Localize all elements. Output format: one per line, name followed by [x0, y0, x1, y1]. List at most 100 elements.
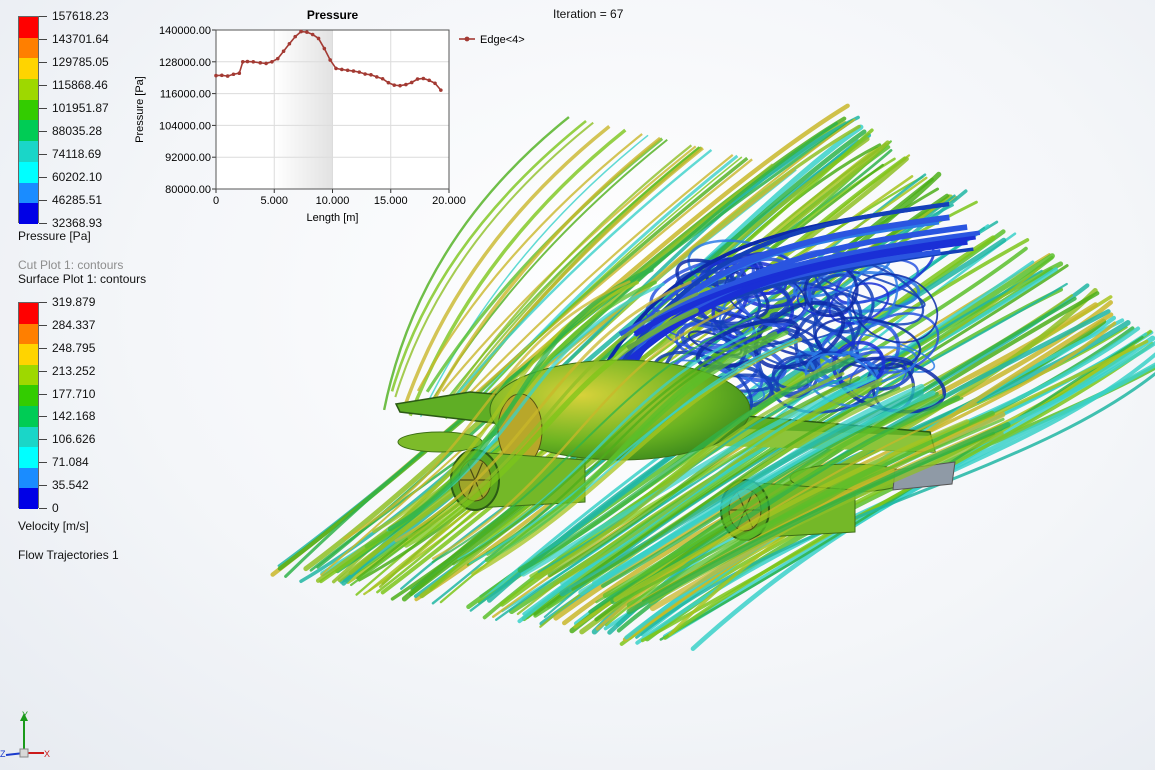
- velocity-legend-value-label: 284.337: [52, 317, 96, 332]
- flow-trajectory-ribbon: [452, 326, 773, 566]
- pressure-legend-value-label: 60202.10: [52, 170, 103, 184]
- pressure-legend-tick: [39, 200, 47, 201]
- velocity-legend-tick: [39, 416, 47, 418]
- velocity-legend-color-band: [19, 364, 38, 386]
- pressure-legend-color-band: [19, 79, 38, 100]
- pressure-legend-tick: [39, 16, 47, 17]
- velocity-legend-value-label: 71.084: [52, 455, 89, 470]
- chart-xtick-label: 20.000: [432, 195, 466, 207]
- flow-trajectory-ribbon: [431, 306, 735, 560]
- chart-data-point: [240, 60, 245, 64]
- svg-text:X: X: [44, 749, 50, 759]
- vortex-loop: [812, 292, 863, 355]
- pressure-chart: Pressure 80000.00 92000.00 104000.00 116000.…: [134, 8, 525, 224]
- chart-ytick-label: 80000.00: [165, 184, 211, 196]
- flow-trajectory-ribbon: [419, 134, 649, 418]
- chart-data-point: [398, 83, 402, 88]
- velocity-legend-tick: [39, 347, 47, 349]
- vortex-loop: [769, 311, 860, 358]
- velocity-legend-color-band: [19, 344, 38, 365]
- chart-data-point: [287, 41, 292, 46]
- vortex-ribbon: [633, 233, 976, 337]
- flow-trajectory-ribbon: [463, 156, 743, 416]
- pressure-legend-tick: [39, 131, 47, 132]
- flow-trajectory-ribbon: [466, 335, 766, 566]
- chart-series-line: [215, 30, 442, 91]
- chart-data-point: [264, 61, 268, 66]
- pressure-legend-color-band: [19, 17, 38, 38]
- chart-data-point: [409, 80, 414, 85]
- flow-trajectory-ribbon: [613, 419, 970, 603]
- flow-trajectory-ribbon: [320, 118, 856, 576]
- flow-trajectory-ribbon: [401, 125, 611, 413]
- pressure-legend-value-label: 32368.93: [52, 216, 103, 230]
- chart-ytick-label: 92000.00: [165, 152, 211, 164]
- velocity-legend-value-label: 142.168: [52, 409, 96, 424]
- flow-trajectory-ribbon: [601, 391, 939, 588]
- chart-title: Pressure: [307, 8, 359, 22]
- svg-text:Y: Y: [22, 710, 28, 720]
- flow-trajectories-front: [343, 267, 1011, 615]
- chart-data-point: [345, 68, 350, 73]
- flow-trajectory-ribbon: [520, 375, 875, 577]
- pressure-legend-value-label: 157618.23: [52, 9, 109, 23]
- chart-data-point: [392, 83, 397, 87]
- pressure-legend-color-band: [19, 141, 38, 162]
- velocity-legend-tick: [39, 439, 47, 441]
- flow-trajectory-ribbon: [394, 121, 594, 398]
- pressure-color-bar: [18, 16, 39, 224]
- pressure-legend-color-band: [19, 37, 38, 59]
- pressure-legend-color-band: [19, 161, 38, 183]
- flow-trajectory-ribbon: [626, 421, 1011, 615]
- pressure-legend-tick: [39, 154, 47, 155]
- flow-trajectory-ribbon: [382, 116, 570, 411]
- flow-trajectory-ribbon: [517, 356, 855, 573]
- flow-trajectory-ribbon: [390, 119, 587, 392]
- chart-data-point: [433, 81, 437, 86]
- surface-plot-caption: Surface Plot 1: contours: [18, 272, 147, 286]
- velocity-legend-color-band: [19, 447, 38, 468]
- triad-y-axis: Y: [20, 710, 28, 753]
- chart-legend-marker: [464, 36, 470, 42]
- vortex-loop: [814, 316, 922, 370]
- chart-data-point: [369, 72, 373, 77]
- velocity-legend-tick: [39, 302, 47, 303]
- chart-data-point: [374, 75, 379, 79]
- velocity-legend-tick: [39, 485, 47, 487]
- pressure-legend-color-band: [19, 58, 38, 80]
- flow-trajectories-caption: Flow Trajectories 1: [18, 548, 119, 562]
- cut-plot-caption: Cut Plot 1: contours: [18, 258, 124, 272]
- chart-data-point: [293, 34, 298, 39]
- velocity-legend-color-band: [19, 488, 38, 509]
- velocity-legend-color-band: [19, 426, 38, 448]
- chart-data-point: [281, 49, 286, 53]
- velocity-legend-value-label: 248.795: [52, 340, 96, 355]
- chart-data-point: [231, 72, 236, 77]
- flow-trajectory-ribbon: [439, 144, 693, 413]
- chart-xtick-label: 0: [213, 195, 219, 207]
- velocity-legend-color-band: [19, 385, 38, 406]
- chart-xtick-label: 5.000: [260, 195, 288, 207]
- vortex-loop: [851, 273, 939, 344]
- chart-data-point: [386, 80, 391, 85]
- velocity-legend-tick: [39, 324, 47, 326]
- flow-trajectory-ribbon: [484, 331, 778, 563]
- flow-trajectory-ribbon: [547, 376, 861, 578]
- pressure-legend-color-band: [19, 99, 38, 121]
- iteration-counter: Iteration = 67: [553, 7, 624, 21]
- pressure-legend-color-band: [19, 120, 38, 142]
- flow-trajectory-ribbon: [571, 386, 901, 591]
- pressure-legend-value-label: 143701.64: [52, 32, 109, 46]
- chart-data-point: [334, 66, 338, 71]
- flow-trajectory-ribbon: [621, 417, 1005, 603]
- flow-trajectory-ribbon: [595, 321, 1117, 631]
- velocity-color-bar: [18, 302, 39, 509]
- flow-trajectory-ribbon: [467, 158, 753, 401]
- pressure-legend-value-label: 74118.69: [52, 147, 102, 161]
- flow-trajectory-ribbon: [407, 292, 699, 540]
- chart-data-point: [245, 59, 250, 64]
- velocity-legend-value-label: 213.252: [52, 363, 96, 378]
- chart-data-point: [305, 30, 309, 34]
- chart-data-point: [220, 73, 224, 78]
